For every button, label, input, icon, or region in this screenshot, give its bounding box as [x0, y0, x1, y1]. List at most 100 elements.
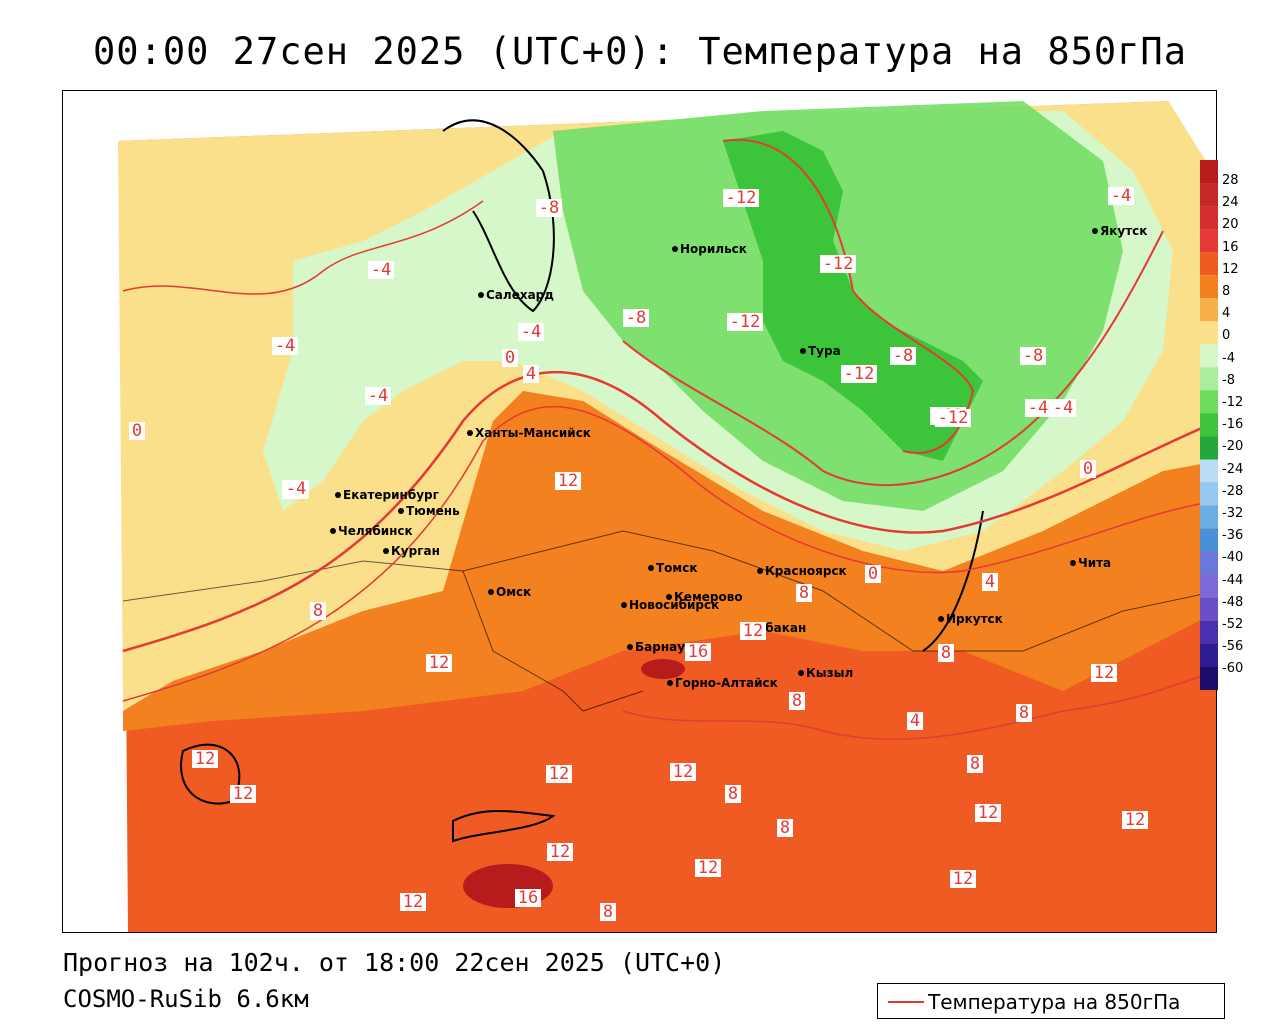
- svg-text:-4: -4: [275, 336, 295, 356]
- city-marker: [488, 589, 494, 595]
- scale-swatch: [1200, 183, 1218, 207]
- svg-text:16: 16: [518, 888, 538, 908]
- contour-label: 8: [777, 818, 793, 838]
- scale-swatch: [1200, 505, 1218, 529]
- svg-text:-12: -12: [844, 364, 875, 384]
- scale-swatch: [1200, 321, 1218, 345]
- city-marker: [467, 430, 473, 436]
- svg-text:-4: -4: [286, 479, 306, 499]
- contour-label: 12: [1122, 810, 1148, 830]
- contour-label: 0: [1080, 459, 1096, 479]
- city-marker: [383, 548, 389, 554]
- svg-text:0: 0: [505, 348, 515, 368]
- contour-label: 12: [426, 653, 452, 673]
- contour-label: -12: [727, 312, 763, 332]
- scale-label: -20: [1222, 439, 1244, 455]
- contour-label: -12: [935, 408, 971, 428]
- svg-text:12: 12: [953, 869, 973, 889]
- svg-text:12: 12: [549, 764, 569, 784]
- city-marker: [666, 594, 672, 600]
- city-marker: [398, 508, 404, 514]
- contour-label: 0: [129, 421, 145, 441]
- city-marker: [938, 616, 944, 622]
- contour-label: -4: [1050, 398, 1076, 418]
- city-label: Новосибирск: [629, 598, 719, 612]
- contour-label: -12: [820, 254, 856, 274]
- scale-label: 0: [1222, 328, 1231, 344]
- map-area: Норильск Якутск Салехард Тура Ханты-Мансийск…: [62, 90, 1217, 933]
- svg-text:4: 4: [985, 572, 995, 592]
- svg-text:12: 12: [429, 653, 449, 673]
- model-info: COSMO-RuSib 6.6км: [63, 985, 309, 1013]
- city-marker: [330, 528, 336, 534]
- svg-text:8: 8: [1019, 703, 1029, 723]
- city-marker: [798, 670, 804, 676]
- city-marker: [621, 602, 627, 608]
- city-label: Кызыл: [806, 666, 853, 680]
- city-marker: [478, 292, 484, 298]
- scale-swatch: [1200, 574, 1218, 598]
- city-marker: [1092, 228, 1098, 234]
- legend-box: Температура на 850гПа: [877, 983, 1225, 1019]
- city-marker: [627, 644, 633, 650]
- city-marker: [800, 348, 806, 354]
- isotherm: [122, 405, 1216, 702]
- city-marker: [1070, 560, 1076, 566]
- isotherm: [622, 670, 1216, 741]
- svg-text:-4: -4: [1028, 398, 1048, 418]
- contour-label: 12: [950, 869, 976, 889]
- scale-label: -8: [1222, 372, 1235, 388]
- svg-text:-12: -12: [730, 312, 761, 332]
- scale-label: 4: [1222, 306, 1231, 322]
- contour-label: 8: [796, 583, 812, 603]
- city-label: Якутск: [1100, 224, 1147, 238]
- scale-label: -60: [1222, 661, 1244, 677]
- contour-label: -12: [723, 188, 759, 208]
- svg-text:8: 8: [792, 691, 802, 711]
- city-label: Ханты-Мансийск: [475, 426, 591, 440]
- scale-swatch: [1200, 482, 1218, 506]
- city-label: Барнаул: [635, 640, 694, 654]
- isotherm: [122, 371, 1216, 653]
- scale-label: -40: [1222, 550, 1244, 566]
- contour-label: 8: [725, 784, 741, 804]
- svg-text:8: 8: [728, 784, 738, 804]
- contour-label: 8: [600, 902, 616, 922]
- contour-label: 16: [515, 888, 541, 908]
- contour-label: 12: [975, 803, 1001, 823]
- isotherm: [722, 138, 975, 454]
- svg-text:12: 12: [978, 803, 998, 823]
- contour-label: 0: [502, 348, 518, 368]
- contour-label: 12: [670, 762, 696, 782]
- svg-text:-8: -8: [1023, 346, 1043, 366]
- contour-label: -4: [283, 479, 309, 499]
- contour-label: 8: [1016, 703, 1032, 723]
- scale-swatch: [1200, 436, 1218, 460]
- scale-label: 20: [1222, 217, 1239, 233]
- svg-text:0: 0: [868, 564, 878, 584]
- scale-label: 8: [1222, 284, 1231, 299]
- svg-text:12: 12: [1094, 663, 1114, 683]
- svg-text:12: 12: [698, 858, 718, 878]
- scale-label: -52: [1222, 617, 1244, 632]
- city-marker: [757, 568, 763, 574]
- scale-swatch: [1200, 298, 1218, 322]
- contour-label: -8: [890, 346, 916, 366]
- svg-text:-8: -8: [893, 346, 913, 366]
- contour-label: 12: [740, 621, 766, 641]
- svg-text:-4: -4: [1111, 186, 1131, 206]
- svg-text:4: 4: [526, 364, 536, 384]
- city-label: Челябинск: [338, 524, 413, 538]
- scale-swatch: [1200, 160, 1218, 184]
- svg-text:4: 4: [910, 711, 920, 731]
- scale-swatch: [1200, 275, 1218, 299]
- svg-text:8: 8: [780, 818, 790, 838]
- scale-swatch: [1200, 597, 1218, 621]
- contour-label: 0: [865, 564, 881, 584]
- contour-label: 16: [685, 642, 711, 662]
- contour-label: 12: [546, 764, 572, 784]
- scale-label: -32: [1222, 506, 1244, 521]
- svg-text:12: 12: [558, 471, 578, 491]
- city-label: Иркутск: [946, 612, 1003, 626]
- scale-swatch: [1200, 459, 1218, 483]
